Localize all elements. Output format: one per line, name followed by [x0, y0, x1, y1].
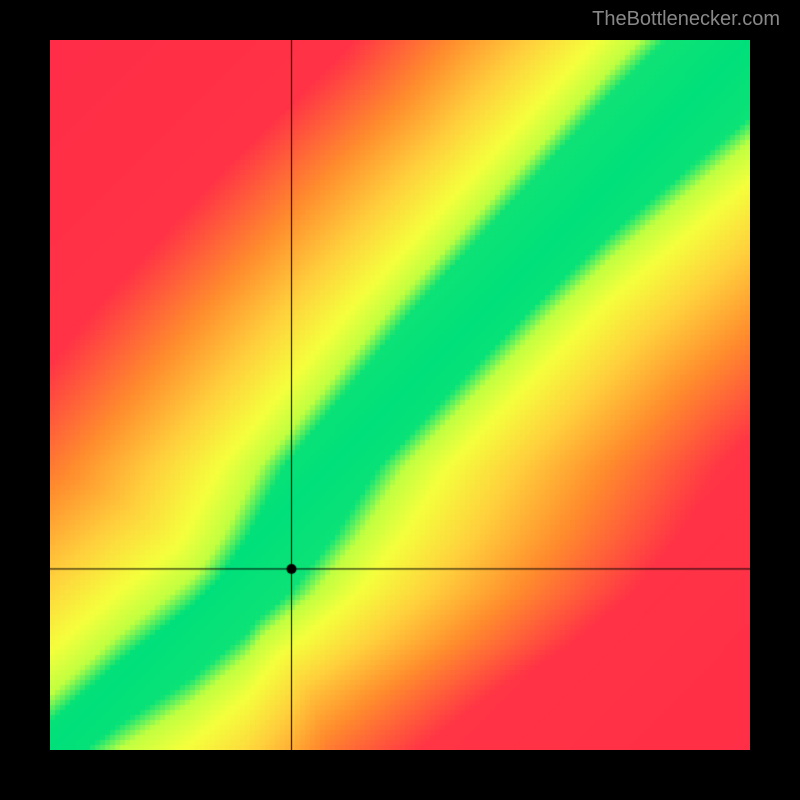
- heatmap-canvas: [50, 40, 750, 750]
- watermark-text: TheBottlenecker.com: [592, 8, 780, 31]
- bottleneck-heatmap: [50, 40, 750, 750]
